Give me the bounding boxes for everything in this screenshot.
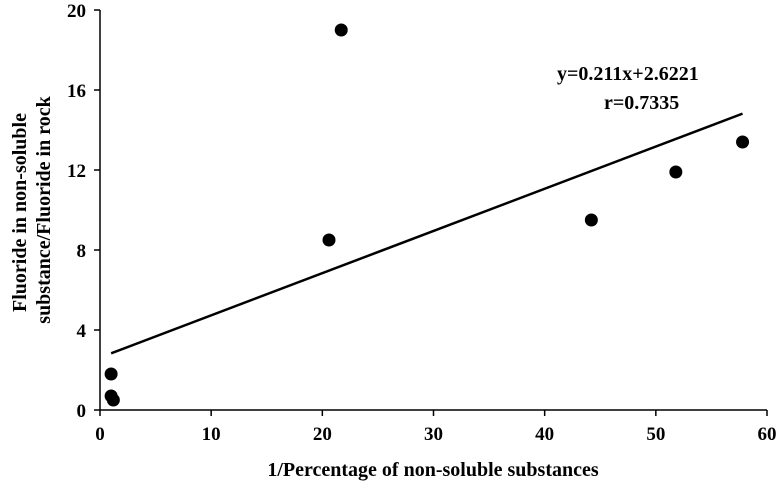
data-point	[736, 135, 750, 149]
x-tick-label: 40	[535, 424, 554, 445]
data-point	[104, 367, 118, 381]
x-axis-ticks: 0 10 20 30 40 50 60	[95, 410, 777, 445]
y-tick-label: 20	[67, 1, 86, 22]
y-tick-label: 16	[67, 81, 86, 102]
data-point	[584, 213, 598, 227]
x-tick-label: 60	[758, 424, 777, 445]
equation-annotation: y=0.211x+2.6221	[557, 63, 699, 85]
correlation-annotation: r=0.7335	[604, 92, 679, 114]
y-axis-ticks: 0 4 8 12 16 20	[67, 1, 100, 422]
y-axis-title-line-1: Fluoride in non-soluble	[9, 113, 31, 312]
data-point	[669, 165, 683, 179]
data-point	[334, 23, 348, 37]
data-point	[322, 233, 336, 247]
y-tick-label: 0	[77, 401, 87, 422]
x-tick-label: 20	[313, 424, 332, 445]
y-axis-title: Fluoride in non-soluble substance/Fluori…	[9, 95, 55, 323]
x-tick-label: 10	[202, 424, 221, 445]
data-point	[106, 393, 120, 407]
y-tick-label: 12	[67, 161, 86, 182]
x-tick-label: 0	[95, 424, 105, 445]
data-points	[104, 23, 750, 407]
x-axis-title: 1/Percentage of non-soluble substances	[267, 459, 599, 481]
x-tick-label: 50	[646, 424, 665, 445]
y-tick-label: 8	[77, 241, 87, 262]
y-tick-label: 4	[77, 321, 87, 342]
x-tick-label: 30	[424, 424, 443, 445]
y-axis-title-line-2: substance/Fluoride in rock	[33, 95, 55, 323]
regression-line	[110, 112, 743, 355]
